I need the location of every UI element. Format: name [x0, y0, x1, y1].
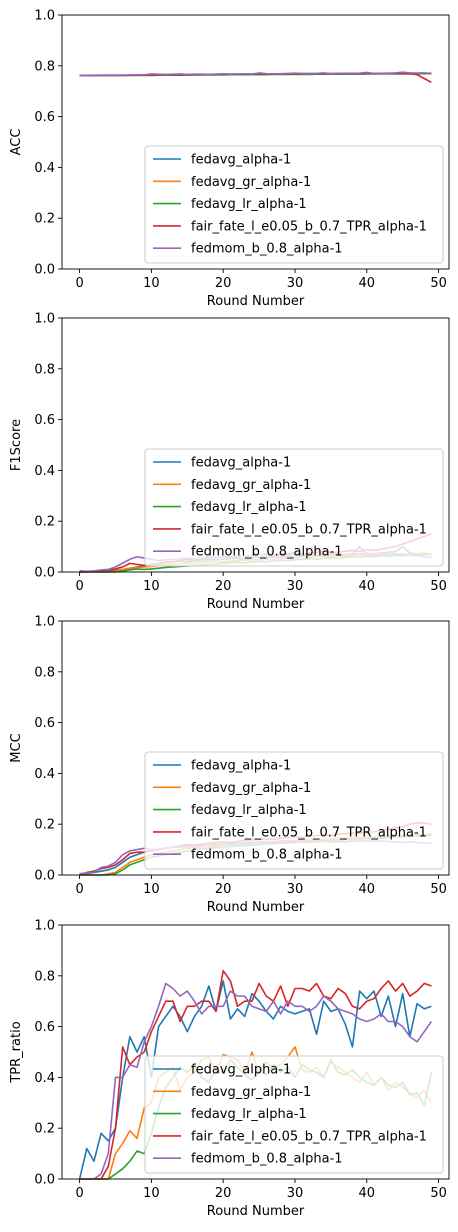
legend-entry: fedmom_b_0.8_alpha-1: [191, 242, 343, 257]
x-tick-label: 10: [143, 579, 160, 594]
y-tick-label: 0.0: [34, 263, 55, 278]
y-tick-label: 0.8: [34, 59, 55, 74]
y-tick-label: 0.2: [34, 515, 55, 530]
x-tick-label: 10: [143, 882, 160, 897]
x-tick-label: 40: [359, 276, 376, 291]
plot-frame: [61, 317, 450, 573]
legend-entry: fedmom_b_0.8_alpha-1: [191, 545, 343, 560]
y-tick-label: 1.0: [34, 9, 55, 24]
x-tick-label: 0: [75, 579, 83, 594]
x-tick-label: 50: [430, 882, 447, 897]
legend-box: [144, 448, 444, 567]
legend-box: [144, 145, 444, 264]
legend-entry: fedmom_b_0.8_alpha-1: [191, 1152, 343, 1167]
chart-panel-2: 0 10 20 30 40 50 0.0 0.2 0.4 0.6 0.8 1.0 Round Numbe…: [9, 312, 450, 612]
x-tick-label: 20: [215, 579, 232, 594]
x-tick-label: 10: [143, 276, 160, 291]
x-tick-label: 30: [287, 579, 304, 594]
y-tick-label: 0.4: [34, 464, 55, 479]
x-tick-label: 10: [143, 1186, 160, 1201]
legend-entry: fair_fate_l_e0.05_b_0.7_TPR_alpha-1: [191, 219, 427, 234]
y-tick-label: 0.8: [34, 665, 55, 680]
y-tick-label: 0.4: [34, 767, 55, 782]
y-tick-label: 0.2: [34, 212, 55, 227]
y-tick-label: 0.6: [34, 1020, 55, 1035]
legend-entry: fedavg_gr_alpha-1: [191, 478, 311, 493]
y-tick-label: 1.0: [34, 615, 55, 630]
x-tick-label: 50: [430, 276, 447, 291]
x-tick-label: 0: [75, 276, 83, 291]
y-tick-label: 0.2: [34, 818, 55, 833]
y-tick-label: 0.8: [34, 969, 55, 984]
x-axis-label: Round Number: [207, 900, 305, 915]
x-tick-label: 20: [215, 276, 232, 291]
plot-frame: [61, 14, 450, 270]
legend-entry: fedavg_lr_alpha-1: [191, 500, 307, 515]
y-tick-label: 1.0: [34, 919, 55, 934]
x-tick-label: 0: [75, 1186, 83, 1201]
x-tick-label: 0: [75, 882, 83, 897]
legend-entry: fedavg_gr_alpha-1: [191, 1085, 311, 1100]
y-axis-label: F1Score: [9, 419, 24, 471]
legend-entry: fedavg_alpha-1: [191, 1063, 291, 1078]
legend-entry: fedavg_gr_alpha-1: [191, 781, 311, 796]
legend-entry: fedavg_lr_alpha-1: [191, 1107, 307, 1122]
y-tick-label: 0.4: [34, 1071, 55, 1086]
y-tick-label: 0.4: [34, 161, 55, 176]
legend-box: [144, 751, 444, 870]
series-line-4: [79, 969, 432, 1180]
x-axis-label: Round Number: [207, 294, 305, 309]
y-tick-label: 0.6: [34, 413, 55, 428]
y-axis-label: TPR_ratio: [9, 1021, 24, 1083]
legend: fedavg_alpha-1 fedavg_gr_alpha-1 fedavg_lr…: [144, 145, 444, 264]
legend-entry: fedavg_alpha-1: [191, 153, 291, 168]
plot-frame: [61, 924, 450, 1180]
x-tick-label: 50: [430, 579, 447, 594]
legend-entry: fedavg_alpha-1: [191, 456, 291, 471]
legend: fedavg_alpha-1 fedavg_gr_alpha-1 fedavg_lr…: [144, 751, 444, 870]
y-tick-label: 0.0: [34, 566, 55, 581]
x-tick-label: 50: [430, 1186, 447, 1201]
plot-frame: [61, 620, 450, 876]
y-axis-label: ACC: [9, 129, 24, 156]
legend-entry: fedmom_b_0.8_alpha-1: [191, 848, 343, 863]
chart-panel-3: 0 10 20 30 40 50 0.0 0.2 0.4 0.6 0.8 1.0 Round Numbe…: [9, 615, 450, 915]
legend-entry: fedavg_alpha-1: [191, 759, 291, 774]
legend-box: [144, 1055, 444, 1174]
y-tick-label: 1.0: [34, 312, 55, 327]
legend-entry: fair_fate_l_e0.05_b_0.7_TPR_alpha-1: [191, 825, 427, 840]
y-tick-label: 0.0: [34, 1173, 55, 1188]
legend-entry: fedavg_lr_alpha-1: [191, 803, 307, 818]
chart-panel-1: 0 10 20 30 40 50 0.0 0.2 0.4 0.6 0.8 1.0 Round Numbe…: [9, 9, 450, 309]
legend-entry: fair_fate_l_e0.05_b_0.7_TPR_alpha-1: [191, 522, 427, 537]
legend: fedavg_alpha-1 fedavg_gr_alpha-1 fedavg_lr…: [144, 1055, 444, 1174]
series-line-1: [78, 980, 432, 1180]
x-tick-label: 30: [287, 882, 304, 897]
y-tick-label: 0.6: [34, 110, 55, 125]
y-tick-label: 0.2: [34, 1122, 55, 1137]
x-tick-label: 20: [215, 882, 232, 897]
y-tick-label: 0.8: [34, 362, 55, 377]
x-axis-label: Round Number: [207, 597, 305, 612]
x-tick-label: 20: [215, 1186, 232, 1201]
x-tick-label: 40: [359, 1186, 376, 1201]
x-axis-label: Round Number: [207, 1204, 305, 1219]
legend-entry: fedavg_lr_alpha-1: [191, 197, 307, 212]
y-tick-label: 0.6: [34, 716, 55, 731]
x-tick-label: 30: [287, 276, 304, 291]
y-tick-label: 0.0: [34, 869, 55, 884]
x-tick-label: 40: [359, 579, 376, 594]
series-line-5: [79, 71, 432, 77]
legend-entry: fedavg_gr_alpha-1: [191, 175, 311, 190]
x-tick-label: 40: [359, 882, 376, 897]
x-tick-label: 30: [287, 1186, 304, 1201]
legend-entry: fair_fate_l_e0.05_b_0.7_TPR_alpha-1: [191, 1129, 427, 1144]
legend: fedavg_alpha-1 fedavg_gr_alpha-1 fedavg_lr…: [144, 448, 444, 567]
chart-panel-4: 0 10 20 30 40 50 0.0 0.2 0.4 0.6 0.8 1.0 Round Numbe…: [9, 919, 450, 1219]
y-axis-label: MCC: [9, 733, 24, 762]
series-line-5: [79, 982, 433, 1180]
